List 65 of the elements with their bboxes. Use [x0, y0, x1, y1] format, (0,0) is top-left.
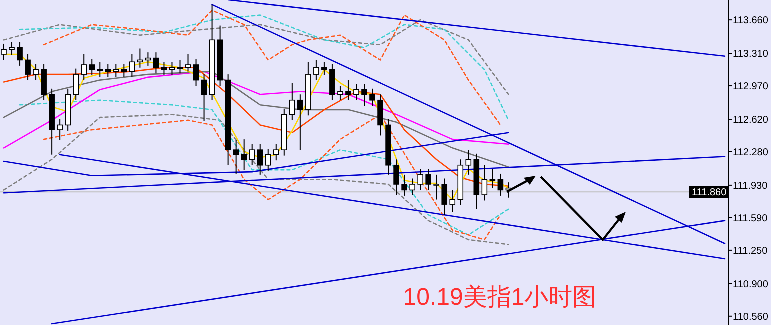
candlestick: [402, 174, 408, 196]
candlestick: [73, 68, 80, 101]
candlestick: [273, 144, 280, 162]
candlestick: [169, 62, 176, 76]
candlestick: [185, 54, 192, 72]
candlestick: [249, 144, 256, 166]
candlestick: [137, 48, 144, 68]
y-tick-label: 113.310: [733, 49, 769, 60]
y-tick-label: 110.900: [733, 279, 769, 290]
candlestick: [241, 139, 248, 171]
candlestick: [89, 58, 96, 76]
candlestick: [1, 43, 7, 61]
candlestick: [153, 52, 160, 74]
y-tick-label: 112.280: [733, 147, 769, 158]
candlestick: [426, 168, 432, 191]
y-tick-label: 112.970: [733, 82, 769, 93]
candlestick: [442, 178, 448, 216]
candlestick: [201, 74, 208, 122]
candlestick: [97, 62, 104, 78]
candlestick: [410, 178, 416, 196]
candlestick: [370, 88, 376, 107]
y-tick-label: 110.560: [733, 312, 769, 323]
candlestick: [193, 58, 200, 87]
candlestick: [233, 140, 240, 174]
candlestick: [394, 159, 400, 196]
line-series: [3, 71, 510, 149]
candlestick: [81, 54, 88, 81]
candlestick: [362, 84, 368, 107]
candlestick: [33, 64, 39, 81]
candlestick: [105, 64, 112, 78]
candlestick: [450, 190, 456, 213]
candlestick: [9, 42, 15, 56]
candlestick: [498, 173, 504, 196]
candlestick: [265, 148, 272, 172]
candlestick: [338, 86, 344, 101]
line-series: [19, 100, 510, 236]
candlestick: [257, 144, 264, 176]
candlestick: [121, 64, 128, 78]
ref-line-label: 111.860: [692, 188, 728, 199]
candlestick: [418, 168, 424, 191]
y-tick-label: 111.590: [733, 213, 768, 224]
candlestick: [314, 60, 320, 81]
candlestick: [161, 62, 168, 76]
y-tick-label: 111.250: [733, 246, 768, 257]
candlestick: [177, 60, 184, 74]
candlestick: [57, 118, 63, 142]
y-tick-label: 111.930: [733, 180, 768, 192]
candlestick: [322, 62, 328, 76]
candlestick: [17, 42, 23, 66]
candlestick: [466, 150, 472, 176]
candlestick: [129, 54, 136, 78]
candlestick: [113, 64, 120, 78]
candlestick: [482, 164, 488, 202]
candlestick: [145, 52, 152, 66]
y-tick-label: 113.660: [733, 16, 769, 27]
candlestick: [354, 84, 360, 101]
candlestick: [290, 82, 296, 121]
line-series: [3, 19, 510, 96]
candlestick: [346, 80, 352, 101]
candlestick: [434, 174, 440, 200]
candlestick: [25, 54, 31, 81]
candlestick: [298, 94, 304, 151]
y-tick-label: 112.620: [733, 114, 769, 126]
line-series: [3, 71, 510, 168]
text: 10.19美指1小时图: [403, 284, 597, 311]
